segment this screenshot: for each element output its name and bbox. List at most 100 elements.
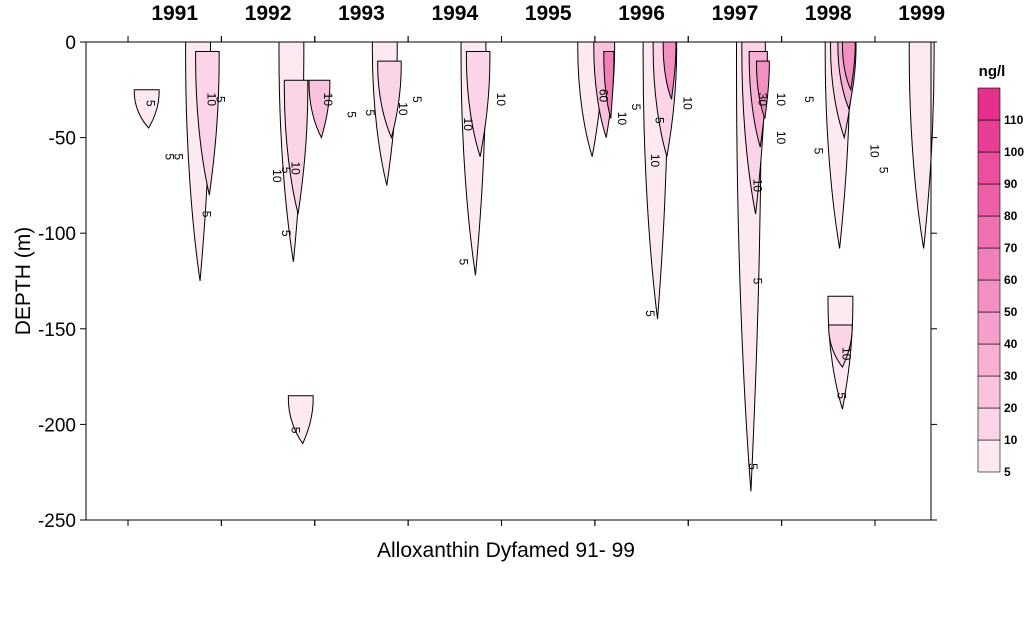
legend-swatch — [977, 151, 1001, 185]
legend-level-label: 20 — [1004, 401, 1018, 415]
legend-level-label: 80 — [1004, 209, 1018, 223]
contour-label: 10 — [615, 112, 629, 126]
y-tick-label: -200 — [38, 415, 76, 436]
legend-swatch — [977, 439, 1001, 473]
year-label: 1992 — [245, 2, 292, 25]
contour-patch — [308, 79, 331, 139]
contour-patch — [465, 51, 491, 157]
contour-label: 10 — [774, 131, 788, 145]
contour-patch — [841, 41, 856, 92]
legend-swatch — [977, 183, 1001, 217]
y-tick-label: -100 — [38, 224, 76, 245]
contour-label: 10 — [774, 93, 788, 107]
year-label: 1993 — [338, 2, 385, 25]
contour-label: 5 — [410, 96, 424, 103]
contour-patch — [283, 79, 309, 215]
contour-label: 5 — [288, 427, 302, 434]
contour-label: 5 — [363, 109, 377, 116]
legend: 5 10 20 30 40 50 60 70 80 90 100 110 — [977, 87, 1024, 479]
contour-label: 10 — [648, 154, 662, 168]
contour-label: 5 — [653, 117, 667, 124]
contour-patch — [195, 51, 220, 196]
legend-level-label: 5 — [1004, 465, 1011, 479]
year-label: 1994 — [431, 2, 478, 25]
contour-label: 5 — [279, 230, 293, 237]
contour-label: 5 — [144, 100, 158, 107]
chart-title: Alloxanthin Dyfamed 91- 99 — [377, 539, 635, 562]
contour-label: 10 — [288, 162, 302, 176]
contour-label: 10 — [396, 102, 410, 116]
contour-patch — [133, 89, 160, 129]
legend-level-label: 60 — [1004, 273, 1018, 287]
legend-unit-label: ng/l — [979, 63, 1006, 80]
legend-level-label: 90 — [1004, 177, 1018, 191]
legend-swatch — [977, 343, 1001, 377]
year-label: 1991 — [151, 2, 198, 25]
legend-swatch — [977, 407, 1001, 441]
legend-swatch — [977, 215, 1001, 249]
contour-patch — [828, 324, 853, 368]
contour-label: 5 — [344, 111, 358, 118]
contour-label: 5 — [746, 463, 760, 470]
year-label: 1997 — [712, 2, 759, 25]
contour-label: 10 — [867, 144, 881, 158]
contour-label: 5 — [802, 96, 816, 103]
contour-label: 30 — [755, 93, 769, 107]
contour-label: 5 — [456, 259, 470, 266]
legend-level-label: 50 — [1004, 305, 1018, 319]
y-tick-label: 0 — [65, 33, 76, 54]
contour-patch — [287, 395, 314, 445]
contour-patch — [377, 60, 402, 140]
contour-patch — [756, 60, 770, 119]
contour-label: 5 — [835, 392, 849, 399]
contour-label: 5 — [751, 278, 765, 285]
contour-label: 10 — [321, 93, 335, 107]
legend-swatch — [977, 87, 1001, 121]
contour-label: 60 — [597, 89, 611, 103]
legend-swatch — [977, 279, 1001, 313]
contour-label: 5 — [279, 167, 293, 174]
legend-level-label: 30 — [1004, 369, 1018, 383]
contour-label: 5 — [629, 104, 643, 111]
contour-label: 5 — [200, 211, 214, 218]
year-label: 1995 — [525, 2, 572, 25]
contour-label: 5 — [162, 153, 176, 160]
contour-fill-layer — [133, 41, 935, 492]
plot-border — [85, 41, 932, 521]
y-axis-title: DEPTH (m) — [12, 227, 35, 336]
legend-swatch — [977, 247, 1001, 281]
legend-level-label: 70 — [1004, 241, 1018, 255]
y-tick-label: -250 — [38, 511, 76, 532]
contour-label: 10 — [681, 97, 695, 111]
year-label: 1999 — [898, 2, 945, 25]
contour-patch — [603, 51, 615, 119]
legend-level-label: 10 — [1004, 433, 1018, 447]
legend-level-label: 40 — [1004, 337, 1018, 351]
contour-label: 5 — [214, 96, 228, 103]
plot-frame — [85, 41, 932, 521]
contour-patch — [908, 41, 935, 249]
y-axis: 0 -50 -100 -150 -200 -250 — [38, 33, 937, 532]
legend-swatch — [977, 311, 1001, 345]
contour-label: 5 — [877, 167, 891, 174]
contour-label: 10 — [751, 179, 765, 193]
contour-label: 10 — [494, 93, 508, 107]
y-tick-label: -50 — [49, 129, 76, 150]
year-axis: 1991 1992 1993 1994 1995 1996 1997 1998 1999 — [127, 2, 945, 526]
contour-label: 10 — [839, 347, 853, 361]
contour-patch — [662, 41, 677, 100]
contour-label: 5 — [811, 148, 825, 155]
contour-label: 10 — [270, 169, 284, 183]
legend-swatch — [977, 375, 1001, 409]
contour-label: 10 — [461, 118, 475, 132]
legend-swatch — [977, 119, 1001, 153]
legend-level-label: 100 — [1004, 145, 1024, 159]
contour-label: 5 — [643, 310, 657, 317]
legend-level-label: 110 — [1004, 113, 1024, 127]
contour-label: 10 — [204, 93, 218, 107]
y-tick-label: -150 — [38, 320, 76, 341]
contour-label: 5 — [172, 153, 186, 160]
year-label: 1996 — [618, 2, 665, 25]
